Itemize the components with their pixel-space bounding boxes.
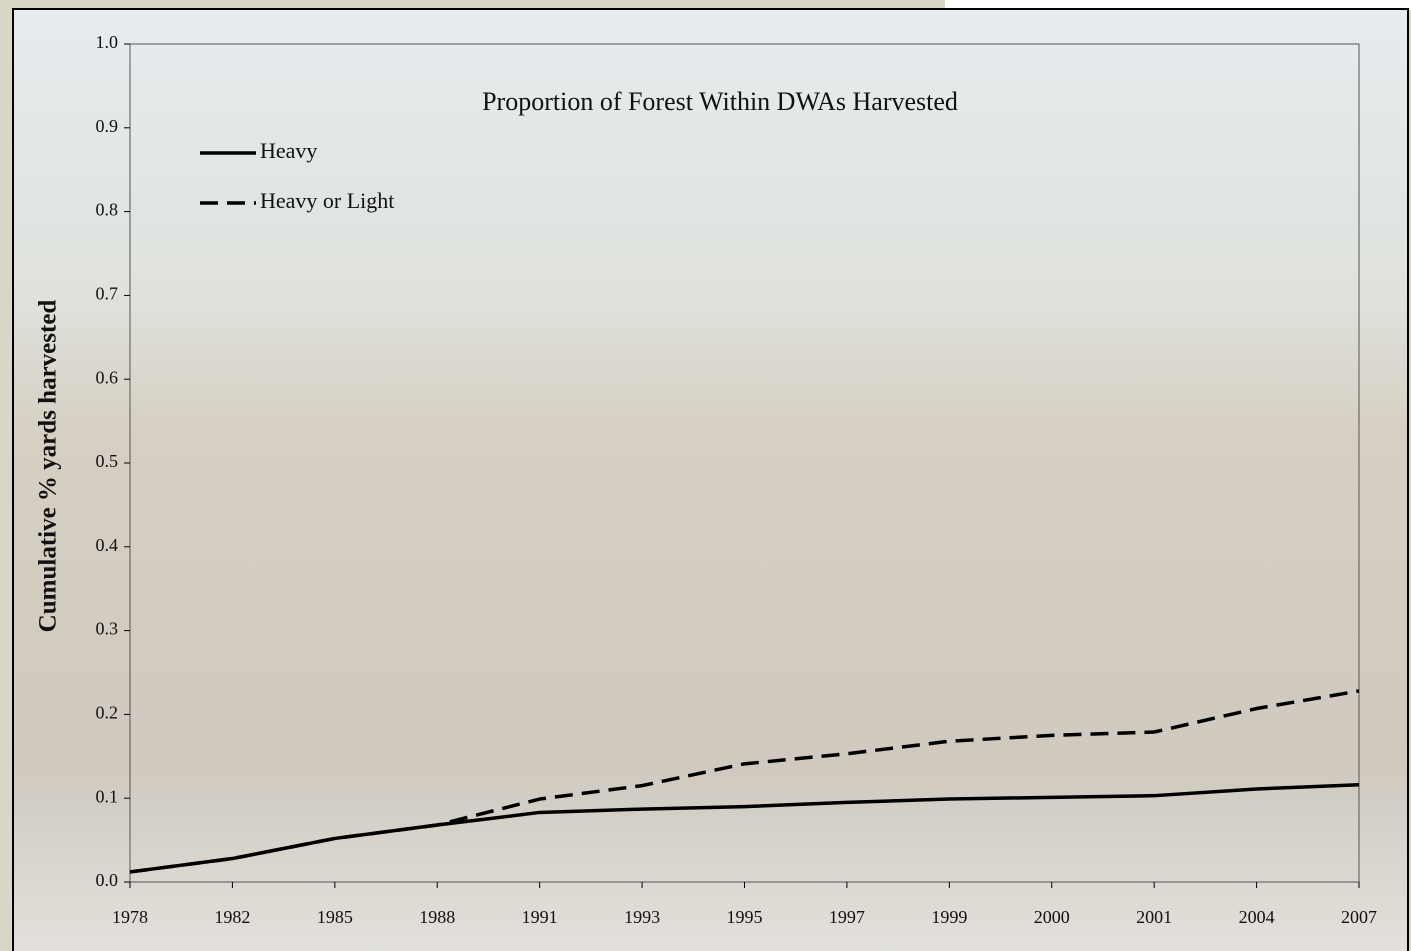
y-tick-label: 0.4 [96, 535, 119, 555]
x-tick-label: 2007 [1341, 907, 1377, 927]
x-tick-label: 1999 [931, 907, 967, 927]
x-tick-label: 2004 [1239, 907, 1275, 927]
legend-label: Heavy [260, 138, 317, 163]
y-tick-label: 1.0 [96, 32, 119, 52]
chart-title: Proportion of Forest Within DWAs Harvest… [482, 87, 958, 116]
x-tick-label: 1991 [522, 907, 558, 927]
y-tick-label: 0.9 [96, 116, 119, 136]
y-tick-label: 0.5 [96, 451, 119, 471]
x-tick-label: 1985 [317, 907, 353, 927]
x-tick-label: 1995 [727, 907, 763, 927]
x-tick-label: 2000 [1034, 907, 1070, 927]
x-tick-label: 1982 [214, 907, 250, 927]
x-tick-label: 1993 [624, 907, 660, 927]
series-line [129, 783, 1360, 874]
x-tick-label: 1997 [829, 907, 865, 927]
y-tick-label: 0.6 [96, 367, 119, 387]
y-tick-label: 0.0 [96, 870, 119, 890]
chart-frame [12, 8, 1409, 951]
y-tick-label: 0.3 [96, 619, 119, 639]
y-axis-label: Cumulative % yards harvested [35, 300, 62, 633]
y-tick-label: 0.2 [96, 703, 119, 723]
y-tick-label: 0.7 [96, 284, 119, 304]
y-tick-label: 0.8 [96, 200, 119, 220]
top-strip [945, 0, 1411, 10]
series-line [129, 689, 1360, 874]
legend-label: Heavy or Light [260, 188, 394, 213]
x-tick-label: 2001 [1136, 907, 1172, 927]
y-tick-label: 0.1 [96, 786, 119, 806]
x-tick-label: 1978 [112, 907, 148, 927]
x-tick-label: 1988 [419, 907, 455, 927]
